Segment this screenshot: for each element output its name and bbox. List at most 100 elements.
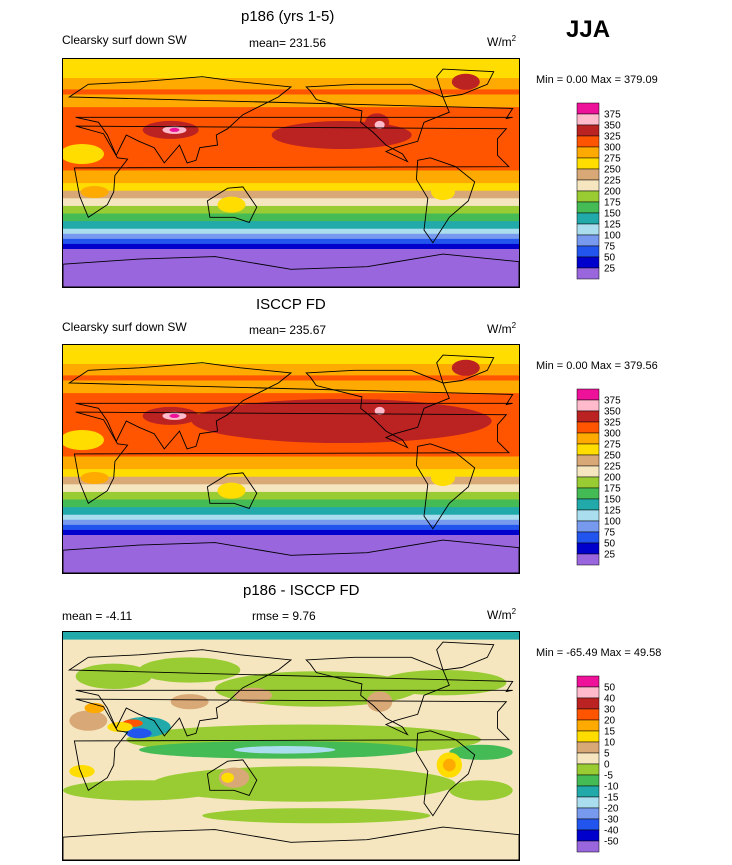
- colorbar-tick-label: 225: [604, 462, 621, 473]
- contour-band: [449, 744, 513, 760]
- colorbar-box: [576, 454, 600, 467]
- panel2-contour-plot: [63, 345, 519, 573]
- colorbar-tick-label: 375: [604, 396, 621, 407]
- coastline-africa: [73, 125, 510, 218]
- panel3-rmse: rmse = 9.76: [252, 609, 316, 623]
- contour-band: [63, 145, 519, 159]
- coastline-eurasia: [67, 649, 514, 737]
- contour-band: [63, 249, 519, 287]
- colorbar-box: [576, 135, 600, 148]
- colorbar-tick-label: 25: [604, 264, 616, 275]
- contour-band: [63, 484, 519, 493]
- colorbar-box: [576, 796, 600, 809]
- panel3-map: [62, 631, 520, 861]
- panel1-contour-plot: [63, 59, 519, 287]
- panel2-minmax: Min = 0.00 Max = 379.56: [536, 360, 658, 372]
- colorbar-box: [576, 719, 600, 732]
- colorbar-box: [576, 487, 600, 500]
- contour-band: [107, 721, 133, 733]
- contour-band: [431, 184, 455, 200]
- colorbar-box: [576, 818, 600, 831]
- colorbar-box: [576, 807, 600, 820]
- colorbar-tick-label: 5: [604, 749, 610, 760]
- contour-band: [217, 482, 246, 499]
- colorbar-box: [576, 399, 600, 412]
- colorbar-box: [576, 102, 600, 115]
- colorbar-tick-label: 275: [604, 154, 621, 165]
- panel3-minmax: Min = -65.49 Max = 49.58: [536, 647, 662, 659]
- colorbar-tick-label: 100: [604, 231, 621, 242]
- colorbar-tick-label: 30: [604, 705, 616, 716]
- colorbar-box: [576, 146, 600, 159]
- colorbar-box: [576, 553, 600, 566]
- contour-band: [63, 469, 519, 478]
- contour-band: [63, 238, 519, 245]
- colorbar-box: [576, 124, 600, 137]
- coastline-south-america: [415, 730, 476, 817]
- coastline-antarctica: [63, 539, 519, 573]
- colorbar-box: [576, 443, 600, 456]
- colorbar-tick-label: 375: [604, 110, 621, 121]
- panel1-mean: mean= 231.56: [249, 36, 327, 50]
- colorbar-box: [576, 785, 600, 798]
- colorbar-box: [576, 168, 600, 181]
- colorbar-tick-label: 15: [604, 727, 616, 738]
- coastline-greenland: [436, 354, 495, 384]
- contour-band: [80, 186, 109, 198]
- colorbar-tick-label: 50: [604, 683, 616, 694]
- contour-band: [451, 73, 480, 90]
- panel2-title: ISCCP FD: [256, 296, 326, 313]
- coastline-north-america: [305, 83, 450, 163]
- colorbar-box: [576, 708, 600, 721]
- contour-band: [63, 632, 519, 640]
- contour-band: [69, 765, 95, 778]
- coastline-australia: [206, 759, 258, 796]
- colorbar-box: [576, 498, 600, 511]
- colorbar-tick-label: 350: [604, 121, 621, 132]
- contour-band: [170, 694, 209, 710]
- contour-band: [63, 430, 104, 450]
- colorbar-box: [576, 763, 600, 776]
- coastline-antarctica: [63, 826, 519, 860]
- contour-band: [451, 359, 480, 376]
- contour-band: [169, 127, 180, 132]
- colorbar-tick-label: 25: [604, 550, 616, 561]
- panel1-colorbar: 375 350 325 300 275 250 225 200 175 150 125 100 75 50…: [576, 102, 621, 281]
- colorbar-tick-label: 250: [604, 451, 621, 462]
- colorbar-box: [576, 531, 600, 544]
- panel1-minmax: Min = 0.00 Max = 379.09: [536, 74, 658, 86]
- colorbar-tick-label: 150: [604, 209, 621, 220]
- colorbar-box: [576, 388, 600, 401]
- colorbar-box: [576, 840, 600, 853]
- contour-band: [63, 221, 519, 230]
- colorbar-tick-label: 125: [604, 220, 621, 231]
- panel3-title: p186 - ISCCP FD: [243, 582, 360, 599]
- coastline-north-america: [305, 656, 450, 736]
- panel2-field-label: Clearsky surf down SW: [62, 320, 187, 334]
- colorbar-tick-label: 175: [604, 198, 621, 209]
- contour-band: [398, 407, 488, 435]
- colorbar-tick-label: 40: [604, 694, 616, 705]
- contour-band: [63, 780, 215, 801]
- coastline-africa: [73, 411, 510, 504]
- colorbar-tick-label: -5: [604, 771, 613, 782]
- colorbar-box: [576, 201, 600, 214]
- colorbar-box: [576, 190, 600, 203]
- coastline-greenland: [436, 641, 495, 671]
- coastline-greenland: [436, 68, 495, 98]
- panel3-units: W/m2: [487, 607, 517, 622]
- contour-band: [63, 59, 519, 78]
- contour-band: [63, 529, 519, 536]
- colorbar-box: [576, 113, 600, 126]
- panel3-contour-plot: [63, 632, 519, 860]
- colorbar-tick-label: 50: [604, 539, 616, 550]
- colorbar-tick-label: 175: [604, 484, 621, 495]
- contour-band: [63, 524, 519, 531]
- colorbar-tick-label: -15: [604, 793, 619, 804]
- colorbar-box: [576, 774, 600, 787]
- coastline-australia: [206, 186, 258, 223]
- colorbar-tick-label: 250: [604, 165, 621, 176]
- colorbar-box: [576, 520, 600, 533]
- coastline-eurasia: [67, 362, 514, 450]
- season-label: JJA: [566, 16, 611, 43]
